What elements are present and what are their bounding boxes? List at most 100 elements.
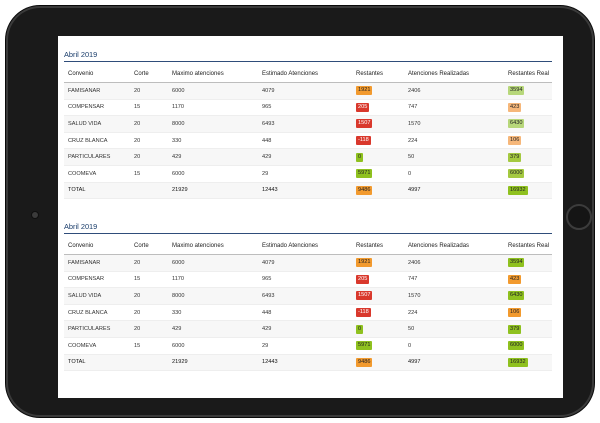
- table-row: COOMEVA 15 6000 29 5971 0 6000: [64, 165, 552, 183]
- cell-restantes-real: 106: [506, 132, 552, 150]
- column-header: Restantes Real: [506, 240, 552, 255]
- cell-corte: [132, 353, 170, 372]
- cell-corte: 20: [132, 320, 170, 338]
- column-header: Corte: [132, 240, 170, 255]
- cell-maximo: 8000: [170, 115, 260, 133]
- cell-restantes-real: 379: [506, 320, 552, 338]
- tablet-frame: Abril 2019 Convenio Corte Maximo atencione…: [6, 6, 594, 417]
- cell-estimado: 448: [260, 304, 354, 322]
- cell-restantes: 0: [354, 148, 406, 166]
- column-header: Estimado Atenciones: [260, 240, 354, 255]
- cell-maximo: 330: [170, 132, 260, 150]
- report-table: Convenio Corte Maximo atenciones Estimado A…: [64, 68, 552, 200]
- cell-maximo: 429: [170, 320, 260, 338]
- cell-corte: 15: [132, 165, 170, 183]
- cell-convenio: FAMISANAR: [64, 254, 132, 272]
- cell-convenio: SALUD VIDA: [64, 115, 132, 133]
- restantes-real-badge: 16932: [508, 185, 528, 195]
- cell-restantes: 1507: [354, 287, 406, 305]
- cell-restantes-real: 106: [506, 304, 552, 322]
- section-title: Abril 2019: [64, 50, 552, 62]
- cell-restantes: 205: [354, 271, 406, 289]
- cell-realizadas: 50: [406, 148, 506, 166]
- cell-maximo: 8000: [170, 287, 260, 305]
- restantes-badge: 5971: [356, 169, 373, 179]
- cell-maximo: 6000: [170, 165, 260, 183]
- table-body: FAMISANAR 20 6000 4079 1921 2406 3594 COMPENSAR…: [64, 82, 552, 200]
- cell-restantes-real: 16932: [506, 181, 552, 200]
- restantes-real-badge: 379: [508, 152, 522, 162]
- restantes-real-badge: 6000: [508, 169, 525, 179]
- restantes-real-badge: 423: [508, 274, 522, 284]
- cell-restantes: 5971: [354, 337, 406, 355]
- cell-maximo: 6000: [170, 254, 260, 272]
- table-row: SALUD VIDA 20 8000 6493 1507 1570 6430: [64, 287, 552, 305]
- restantes-badge: 0: [356, 152, 364, 162]
- report-table: Convenio Corte Maximo atenciones Estimado A…: [64, 240, 552, 372]
- cell-estimado: 4079: [260, 254, 354, 272]
- cell-restantes-real: 423: [506, 99, 552, 117]
- cell-realizadas: 2406: [406, 254, 506, 272]
- table-body: FAMISANAR 20 6000 4079 1921 2406 3594 COMPENSAR…: [64, 254, 552, 372]
- cell-maximo: 21929: [170, 181, 260, 200]
- cell-estimado: 429: [260, 148, 354, 166]
- cell-convenio: FAMISANAR: [64, 82, 132, 100]
- restantes-real-badge: 6430: [508, 291, 525, 301]
- cell-corte: 20: [132, 115, 170, 133]
- cell-corte: 15: [132, 99, 170, 117]
- column-header: Restantes Real: [506, 68, 552, 83]
- cell-convenio: PARTICULARES: [64, 320, 132, 338]
- home-button[interactable]: [566, 204, 592, 230]
- cell-realizadas: 0: [406, 337, 506, 355]
- table-row: CRUZ BLANCA 20 330 448 -118 224 106: [64, 132, 552, 150]
- restantes-real-badge: 106: [508, 308, 522, 318]
- cell-maximo: 1170: [170, 99, 260, 117]
- cell-restantes: 1921: [354, 254, 406, 272]
- restantes-badge: 205: [356, 274, 370, 284]
- camera-dot: [32, 212, 38, 218]
- cell-realizadas: 224: [406, 304, 506, 322]
- column-header: Restantes: [354, 240, 406, 255]
- cell-maximo: 1170: [170, 271, 260, 289]
- restantes-badge: 1921: [356, 258, 373, 268]
- cell-convenio: COMPENSAR: [64, 271, 132, 289]
- cell-restantes-real: 6430: [506, 115, 552, 133]
- cell-restantes-real: 379: [506, 148, 552, 166]
- restantes-badge: 5971: [356, 341, 373, 351]
- table-row: FAMISANAR 20 6000 4079 1921 2406 3594: [64, 82, 552, 100]
- cell-estimado: 965: [260, 271, 354, 289]
- cell-restantes: 9486: [354, 353, 406, 372]
- table-row: FAMISANAR 20 6000 4079 1921 2406 3594: [64, 254, 552, 272]
- cell-convenio: COMPENSAR: [64, 99, 132, 117]
- restantes-badge: 1507: [356, 291, 373, 301]
- restantes-badge: 205: [356, 102, 370, 112]
- cell-realizadas: 4997: [406, 353, 506, 372]
- cell-estimado: 6493: [260, 115, 354, 133]
- column-header: Corte: [132, 68, 170, 83]
- cell-corte: [132, 181, 170, 200]
- cell-estimado: 4079: [260, 82, 354, 100]
- table-row: CRUZ BLANCA 20 330 448 -118 224 106: [64, 304, 552, 322]
- cell-restantes-real: 6000: [506, 337, 552, 355]
- cell-convenio: PARTICULARES: [64, 148, 132, 166]
- cell-estimado: 448: [260, 132, 354, 150]
- restantes-badge: 9486: [356, 357, 373, 367]
- column-header: Maximo atenciones: [170, 68, 260, 83]
- column-header: Maximo atenciones: [170, 240, 260, 255]
- table-row: COMPENSAR 15 1170 965 205 747 423: [64, 99, 552, 117]
- table-row: PARTICULARES 20 429 429 0 50 379: [64, 320, 552, 338]
- cell-maximo: 330: [170, 304, 260, 322]
- cell-restantes: 0: [354, 320, 406, 338]
- cell-estimado: 965: [260, 99, 354, 117]
- cell-restantes: -118: [354, 304, 406, 322]
- cell-realizadas: 1570: [406, 115, 506, 133]
- cell-corte: 20: [132, 82, 170, 100]
- column-header: Atenciones Realizadas: [406, 240, 506, 255]
- column-header: Convenio: [64, 68, 132, 83]
- cell-restantes-real: 6430: [506, 287, 552, 305]
- cell-estimado: 29: [260, 337, 354, 355]
- restantes-real-badge: 3594: [508, 86, 525, 96]
- column-header: Convenio: [64, 240, 132, 255]
- table-header-row: Convenio Corte Maximo atenciones Estimado A…: [64, 240, 552, 255]
- restantes-real-badge: 423: [508, 102, 522, 112]
